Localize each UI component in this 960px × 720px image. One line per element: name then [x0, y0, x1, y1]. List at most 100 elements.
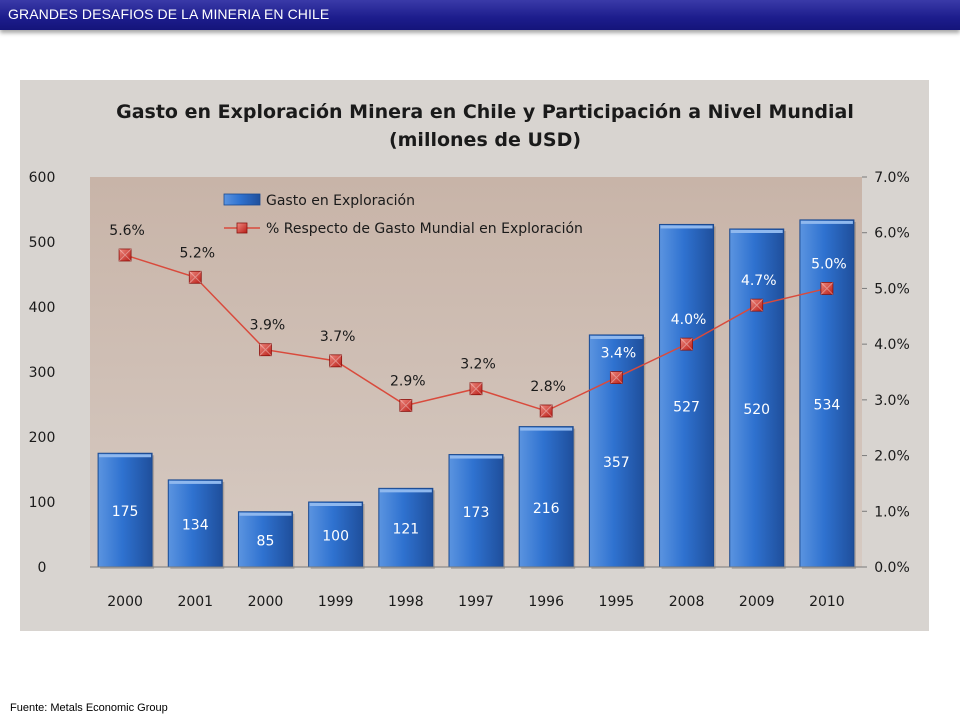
- bar-label: 173: [463, 505, 490, 521]
- line-marker: [259, 343, 272, 357]
- marker-x: [118, 248, 132, 262]
- line-marker: [609, 371, 623, 384]
- line-label: 3.7%: [320, 329, 356, 345]
- bar-highlight: [800, 220, 853, 224]
- y-right-tick-label: 4.0%: [874, 337, 910, 353]
- x-tick-label: 2001: [177, 594, 213, 610]
- line-marker: [750, 298, 764, 312]
- line-marker: [539, 404, 553, 418]
- bar-label: 175: [112, 504, 139, 520]
- line-label: 5.2%: [179, 245, 215, 261]
- legend: Gasto en Exploración % Respecto de Gasto …: [223, 193, 583, 237]
- line-marker: [820, 282, 834, 295]
- bar: [729, 228, 785, 568]
- bar-label: 100: [322, 529, 349, 545]
- legend-marker-swatch: [236, 222, 248, 234]
- y-right-tick-label: 2.0%: [874, 449, 910, 465]
- y-right-tick-label: 6.0%: [874, 226, 910, 242]
- y-left-tick-label: 100: [29, 495, 56, 511]
- bar-highlight: [99, 454, 152, 458]
- bar-highlight: [450, 455, 502, 459]
- bar-highlight: [239, 512, 292, 516]
- line-label: 5.0%: [811, 256, 847, 272]
- bar: [448, 454, 504, 568]
- x-tick-label: 1999: [318, 594, 354, 610]
- bar: [308, 501, 364, 568]
- bar-label: 216: [533, 501, 560, 517]
- line-label: 3.2%: [460, 357, 496, 373]
- bar-highlight: [730, 230, 783, 233]
- bar: [518, 426, 574, 568]
- marker-x: [188, 270, 202, 284]
- y-left-tick-label: 200: [29, 430, 56, 446]
- header-title: GRANDES DESAFIOS DE LA MINERIA EN CHILE: [8, 6, 330, 22]
- line-label: 3.4%: [601, 346, 637, 362]
- bar-label: 121: [392, 522, 419, 538]
- marker-x: [820, 282, 834, 295]
- line-marker: [469, 382, 483, 396]
- bar: [588, 334, 644, 568]
- bar-highlight: [590, 335, 643, 339]
- bar-label: 527: [673, 400, 700, 416]
- bar: [659, 223, 715, 568]
- y-right-tick-label: 3.0%: [874, 393, 910, 409]
- bar: [378, 487, 434, 568]
- line-label: 4.0%: [671, 312, 707, 328]
- marker-x: [259, 343, 272, 357]
- x-tick-label: 1996: [528, 594, 564, 610]
- chart-panel: Gasto en Exploración Minera en Chile y P…: [20, 80, 929, 631]
- chart: Gasto en Exploración Minera en Chile y P…: [29, 101, 910, 610]
- header-bar: GRANDES DESAFIOS DE LA MINERIA EN CHILE: [0, 0, 960, 30]
- chart-title: Gasto en Exploración Minera en Chile y P…: [116, 101, 854, 123]
- y-right-tick-label: 1.0%: [874, 504, 910, 520]
- bar-highlight: [379, 489, 432, 493]
- legend-bar-swatch: [223, 193, 261, 206]
- x-tick-label: 1998: [388, 594, 424, 610]
- line-label: 5.6%: [109, 223, 145, 239]
- x-tick-label: 2009: [739, 594, 775, 610]
- legend-bar-label: Gasto en Exploración: [266, 193, 415, 209]
- x-tick-label: 1997: [458, 594, 494, 610]
- line-label: 4.7%: [741, 273, 777, 289]
- bar-label: 85: [257, 533, 275, 549]
- bars-group: 175 134 85 100 121 173 216 357 527 520 534: [97, 219, 856, 569]
- y-left-tick-label: 500: [29, 235, 56, 251]
- x-tick-label: 2000: [107, 594, 143, 610]
- y-left-tick-label: 400: [29, 300, 56, 316]
- x-tick-label: 2008: [669, 594, 705, 610]
- bar-label: 534: [814, 397, 841, 413]
- marker-x: [680, 337, 693, 351]
- marker-x: [539, 404, 553, 418]
- bar-label: 357: [603, 455, 630, 471]
- bar-label: 520: [743, 402, 770, 418]
- line-marker: [329, 354, 343, 368]
- line-label: 2.9%: [390, 373, 426, 389]
- y-left-tick-label: 600: [29, 170, 56, 186]
- bar-label: 134: [182, 517, 209, 533]
- bar-highlight: [169, 480, 222, 484]
- chart-subtitle: (millones de USD): [389, 129, 581, 151]
- source-note: Fuente: Metals Economic Group: [10, 702, 168, 714]
- marker-x: [469, 382, 483, 396]
- bar: [167, 479, 223, 568]
- bar-highlight: [520, 427, 573, 431]
- line-marker: [680, 337, 693, 351]
- y-right-tick-label: 5.0%: [874, 281, 910, 297]
- marker-x: [610, 371, 623, 384]
- x-tick-label: 2010: [809, 594, 845, 610]
- x-tick-label: 1995: [599, 594, 635, 610]
- bar-highlight: [309, 503, 362, 506]
- y-left-tick-label: 300: [29, 365, 56, 381]
- x-tick-label: 2000: [248, 594, 284, 610]
- y-right-tick-label: 7.0%: [874, 170, 910, 186]
- line-marker: [118, 248, 132, 262]
- line-group: 5.6% 5.2% 3.9% 3.7% 2.9% 3.2% 2.8% 3.4% 4.0% 4.7%…: [109, 223, 847, 418]
- bar: [799, 219, 855, 568]
- marker-x: [750, 298, 764, 312]
- axes-group: 01002003004005006000.0%1.0%2.0%3.0%4.0%5…: [29, 170, 910, 610]
- legend-line-label: % Respecto de Gasto Mundial en Exploraci…: [266, 221, 583, 237]
- line-marker: [188, 270, 202, 284]
- line-label: 3.9%: [250, 318, 286, 334]
- line-label: 2.8%: [530, 379, 566, 395]
- bar-highlight: [660, 225, 713, 229]
